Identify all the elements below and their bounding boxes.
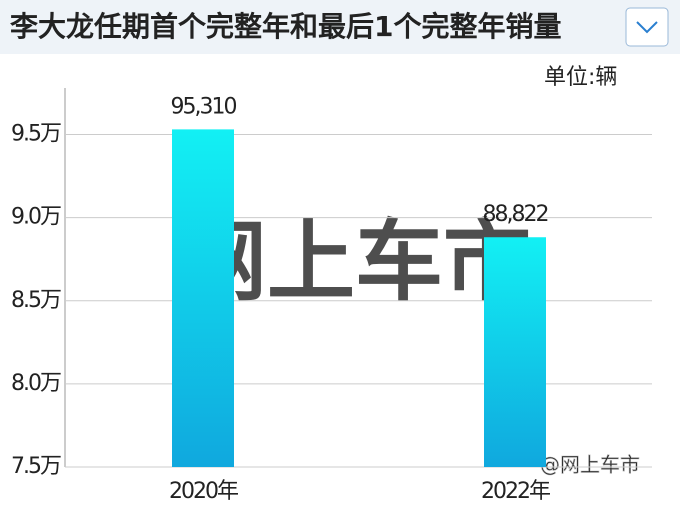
menu-button[interactable] <box>625 7 669 47</box>
bar <box>484 237 546 467</box>
header-bg <box>0 0 680 54</box>
y-tick-label: 9.5万 <box>11 122 61 147</box>
bar <box>172 129 234 467</box>
y-tick-label: 7.5万 <box>11 454 61 479</box>
x-tick-label: 2020年 <box>169 479 238 504</box>
menu-box[interactable] <box>625 7 669 47</box>
value-label: 95,310 <box>171 94 237 119</box>
x-tick-label: 2022年 <box>481 479 550 504</box>
chevron-icon[interactable] <box>636 21 658 34</box>
y-tick-label: 8.0万 <box>11 371 61 396</box>
watermark: 网上车市 <box>179 210 531 313</box>
chart-title: 李大龙任期首个完整年和最后1个完整年销量 <box>10 10 562 43</box>
unit-label: 单位:辆 <box>544 65 617 90</box>
y-tick-label: 8.5万 <box>11 288 61 313</box>
value-label: 88,822 <box>483 202 548 227</box>
y-tick-label: 9.0万 <box>11 205 61 230</box>
credit: @网上车市 <box>540 453 640 477</box>
